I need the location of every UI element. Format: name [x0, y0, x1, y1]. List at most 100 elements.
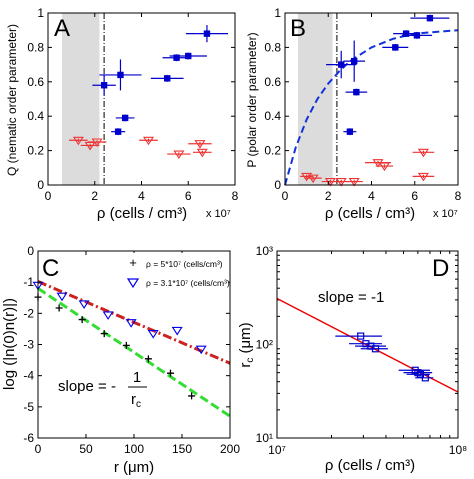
panel-c-legend: + ρ = 5*10⁷ (cells/cm³) ρ = 3.1*10⁷ (cel… — [125, 253, 230, 293]
panel-b-s1-point-6 — [378, 162, 390, 172]
panel-d-s0-point-0 — [357, 332, 365, 340]
panel-c-legend-label-1: ρ = 5*10⁷ (cells/cm³) — [146, 259, 223, 269]
panel-c-slope-numerator: 1 — [133, 369, 141, 386]
panel-a-x-multiplier: x 10⁷ — [206, 208, 231, 220]
panel-a-ytick-label-4: 0.8 — [27, 40, 44, 54]
panel-c-ytick-label-6: 0 — [27, 244, 34, 258]
panel-d: 10⁷ 10⁸ 10¹ 10² 10³ D ρ (cells / cm³) rc (μm… — [237, 244, 467, 474]
panel-b-s0-point-6 — [413, 32, 421, 39]
panel-a-ytick-label-2: 0.4 — [27, 109, 44, 123]
panel-c-s0-point-5 — [144, 355, 152, 363]
panel-a-ytick-label-3: 0.6 — [27, 75, 44, 89]
panel-b-x-multiplier: x 10⁷ — [433, 208, 458, 220]
panel-a-shaded-band — [62, 13, 100, 185]
panel-d-slope-annotation: slope = -1 — [318, 289, 384, 306]
panel-a: 0 2 4 6 8 0 0.2 0.4 0.6 0.8 1 A ρ (cells / cm³) x … — [5, 6, 239, 222]
panel-b-s1-point-1 — [307, 174, 319, 184]
panel-c-frame — [37, 250, 231, 439]
panel-b-s0-point-7 — [426, 14, 434, 22]
panel-c-xlabel: r (μm) — [114, 459, 154, 476]
panel-d-ytick-label-2: 10³ — [256, 244, 273, 258]
panel-a-xtick-label-1: 2 — [91, 189, 98, 203]
panel-d-label: D — [432, 255, 449, 282]
panel-a-frame — [47, 12, 236, 186]
panel-b-ytick-label-2: 0.4 — [264, 109, 281, 123]
panel-b-s1-point-4 — [348, 178, 360, 187]
panel-b: 0 2 4 6 8 0 0.2 0.4 0.6 0.8 1 B ρ (cells / cm³) x … — [245, 6, 462, 222]
panel-a-s0-point-4 — [164, 75, 171, 82]
panel-a-xtick-label-4: 8 — [232, 189, 239, 203]
panel-b-ytick-label-1: 0.2 — [264, 144, 281, 158]
panel-b-ylabel: P (polar order parameter) — [245, 32, 259, 167]
panel-b-xtick-label-2: 4 — [368, 189, 375, 203]
panel-b-ytick-label-3: 0.6 — [264, 75, 281, 89]
panel-a-label: A — [54, 15, 70, 42]
panel-c-ytick-label-3: -3 — [23, 338, 34, 352]
panel-d-ylabel: rc (μm) — [237, 322, 256, 367]
panel-b-xtick-label-0: 0 — [282, 189, 289, 203]
panel-b-s0-point-5 — [402, 30, 410, 37]
panel-b-s0-point-0 — [338, 61, 345, 68]
panel-a-ytick-label-0: 0 — [37, 178, 44, 192]
panel-c-s0-point-1 — [55, 304, 63, 312]
panel-c-s1-point-6 — [171, 326, 183, 336]
panel-c-s0-point-2 — [78, 316, 86, 324]
panel-c-s1-point-4 — [125, 319, 137, 328]
panel-b-s1-point-7 — [417, 148, 429, 158]
panel-c-s0-point-4 — [122, 341, 130, 349]
panel-b-ytick-label-4: 0.8 — [264, 40, 281, 54]
panel-b-fit-curve — [284, 29, 459, 186]
panel-c-legend-marker-2 — [126, 278, 140, 289]
panel-b-frame — [284, 12, 459, 186]
panel-c-legend-marker-1: + — [129, 255, 137, 270]
panel-a-xtick-label-3: 6 — [185, 189, 192, 203]
panel-a-s0-point-6 — [185, 52, 192, 60]
panel-c-ytick-label-4: -2 — [23, 306, 34, 320]
panel-b-s1-point-0 — [301, 172, 313, 182]
panel-c-ytick-label-2: -4 — [23, 369, 34, 383]
panel-b-xtick-label-3: 6 — [411, 189, 418, 203]
panel-c-s0-point-3 — [100, 330, 108, 338]
panel-d-s0-point-3 — [371, 345, 380, 353]
panel-a-xtick-label-2: 4 — [138, 189, 145, 203]
panel-c-label: C — [42, 255, 59, 282]
panel-c-xtick-label-3: 150 — [172, 442, 192, 456]
panel-c-ylabel: log (|n(0)n(r)|) — [1, 298, 18, 390]
panel-b-xlabel: ρ (cells / cm³) — [325, 205, 415, 222]
panel-a-s1-point-2 — [91, 138, 103, 148]
panel-b-s1-point-8 — [417, 172, 429, 182]
panel-b-s0-point-4 — [392, 44, 399, 51]
panel-c-xtick-label-4: 200 — [220, 442, 240, 456]
panel-b-s1-point-3 — [335, 178, 347, 187]
panel-c-legend-label-2: ρ = 3.1*10⁷ (cells/cm³) — [146, 278, 230, 288]
panel-c-s0-point-7 — [188, 392, 196, 400]
panel-b-s0-point-2 — [353, 88, 360, 96]
panel-b-label: B — [290, 15, 306, 42]
panel-c-xtick-label-2: 100 — [124, 442, 144, 456]
panel-a-s1-point-3 — [143, 136, 155, 146]
panel-c-slope-text: slope = - — [58, 378, 116, 395]
panel-d-ytick-label-1: 10² — [256, 338, 273, 352]
panel-a-s0-point-0 — [100, 82, 108, 89]
panel-a-ytick-label-1: 0.2 — [27, 144, 44, 158]
panel-a-s0-point-2 — [121, 114, 129, 122]
panel-a-s1-point-6 — [196, 148, 208, 158]
panel-c-xtick-label-1: 50 — [79, 442, 93, 456]
panel-c-slope-annotation: slope = - 1 rc — [58, 369, 147, 410]
panel-c-s1-point-1 — [56, 292, 68, 302]
panel-c-ytick-label-1: -5 — [23, 400, 34, 414]
panel-d-s0-point-7 — [421, 374, 429, 382]
panel-a-ytick-label-5: 1 — [37, 6, 44, 20]
panel-c-s1-point-5 — [147, 330, 159, 339]
panel-a-ylabel: Q (nematic order parameter) — [5, 24, 19, 176]
panel-a-s1-point-4 — [173, 150, 185, 160]
panel-c-s1-point-2 — [78, 300, 90, 310]
panel-a-xlabel: ρ (cells / cm³) — [97, 205, 187, 222]
panel-d-xtick-label-1: 10⁸ — [449, 443, 467, 457]
panel-b-xtick-label-4: 8 — [455, 189, 462, 203]
panel-c: 0 50 100 150 200 -6 -5 -4 -3 -2 -1 0 C r (μm) log (… — [1, 244, 240, 476]
panel-b-ytick-label-0: 0 — [274, 178, 281, 192]
panel-c-ytick-label-0: -6 — [23, 431, 34, 445]
panel-a-s0-point-7 — [203, 30, 211, 37]
